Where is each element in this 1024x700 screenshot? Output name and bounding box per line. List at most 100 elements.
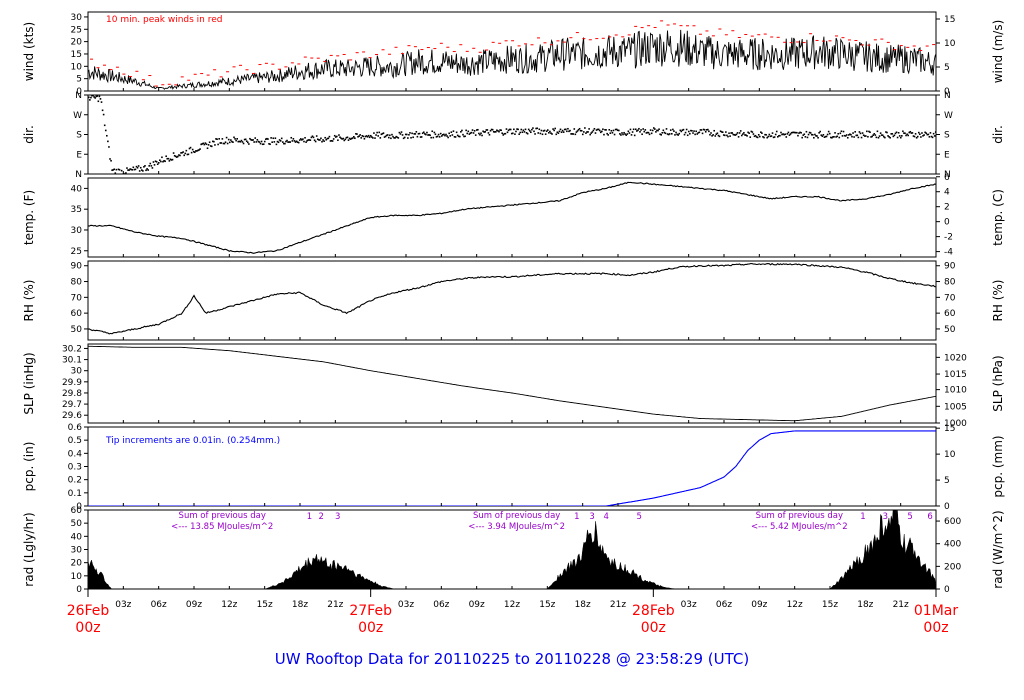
dir-point (250, 138, 252, 141)
dir-point (702, 128, 705, 131)
dir-point (196, 150, 198, 152)
y-tick-label-right: 70 (944, 293, 956, 303)
dir-point (334, 136, 337, 138)
dir-point (117, 168, 120, 171)
dir-point (804, 136, 807, 138)
dir-point (350, 137, 353, 140)
dir-point (733, 134, 736, 136)
dir-point (707, 128, 709, 131)
dir-point (487, 132, 490, 134)
dir-point (621, 132, 623, 134)
dir-point (468, 133, 471, 135)
dir-point (639, 131, 641, 133)
dir-point (731, 132, 734, 134)
dir-point (920, 136, 922, 138)
x-tick-label: 03z (398, 600, 414, 610)
dir-point (719, 130, 722, 132)
dir-point (598, 129, 601, 132)
footer-title: UW Rooftop Data for 20110225 to 20110228… (274, 650, 750, 668)
dir-point (249, 137, 251, 140)
rh-series-line (88, 262, 936, 335)
dir-point (711, 135, 713, 137)
y-tick-label: 30 (71, 367, 83, 377)
dir-point (493, 131, 496, 133)
dir-point (381, 132, 384, 135)
y-axis-label: dir. (22, 125, 36, 144)
dir-point (392, 135, 394, 138)
y-tick-label: 60 (71, 506, 83, 516)
dir-point (496, 129, 498, 132)
x-tick-label: 09z (186, 600, 202, 610)
dir-point (406, 133, 408, 136)
dir-point (725, 131, 727, 133)
dir-point (332, 138, 335, 140)
dir-point (420, 136, 423, 138)
y-tick-label-right: 80 (944, 278, 956, 288)
dir-point (135, 165, 138, 168)
dir-point (699, 129, 702, 131)
x-tick-label: 18z (575, 600, 591, 610)
radiation-marker: 3 (335, 512, 340, 522)
y-tick-label-right: 200 (944, 562, 961, 572)
dir-point (202, 142, 205, 145)
dir-point (651, 129, 654, 132)
dir-point (144, 165, 146, 167)
dir-point (795, 131, 797, 134)
dir-point (513, 128, 515, 131)
dir-point (340, 137, 342, 140)
dir-point (854, 131, 856, 133)
dir-point (858, 131, 861, 133)
dir-point (782, 133, 784, 135)
radiation-sum-label: Sum of previous day (473, 511, 560, 521)
dir-point (154, 160, 157, 163)
dir-point (343, 139, 346, 142)
dir-point (718, 135, 721, 138)
dir-point (451, 134, 454, 136)
dir-point (921, 132, 923, 134)
dir-point (348, 137, 351, 140)
dir-point (579, 129, 582, 132)
dir-point (145, 169, 147, 172)
dir-point (265, 138, 267, 140)
dir-point (523, 131, 526, 133)
dir-point (569, 129, 571, 132)
dir-point (623, 131, 625, 134)
dir-point (363, 137, 366, 140)
dir-point (507, 129, 510, 132)
dir-point (139, 166, 142, 169)
dir-point (914, 133, 917, 135)
y-tick-label-right: 1010 (944, 386, 967, 396)
dir-point (631, 131, 634, 133)
dir-point (837, 132, 840, 135)
x-tick-label: 12z (504, 600, 520, 610)
dir-point (186, 153, 189, 156)
dir-point (281, 141, 284, 143)
dir-point (259, 142, 262, 145)
dir-point (309, 139, 312, 142)
dir-point (610, 129, 613, 132)
dir-point (637, 129, 639, 132)
dir-point (580, 129, 583, 132)
dir-point (796, 131, 798, 134)
dir-point (110, 159, 112, 162)
dir-point (926, 133, 929, 136)
dir-point (559, 128, 562, 131)
y-tick-label: S (76, 131, 82, 141)
dir-point (644, 129, 647, 131)
dir-point (797, 134, 799, 137)
dir-point (820, 134, 823, 136)
dir-point (834, 132, 836, 134)
dir-point (319, 139, 321, 141)
dir-point (293, 140, 296, 142)
dir-point (589, 133, 591, 136)
dir-point (372, 137, 374, 139)
dir-point (430, 136, 432, 139)
dir-point (848, 134, 850, 136)
dir-point (469, 132, 472, 135)
y-axis-label-right: dir. (991, 125, 1005, 144)
dir-point (757, 134, 760, 136)
dir-point (874, 134, 877, 136)
dir-point (577, 128, 580, 131)
dir-point (881, 134, 884, 137)
y-tick-label-right: -2 (944, 233, 953, 243)
